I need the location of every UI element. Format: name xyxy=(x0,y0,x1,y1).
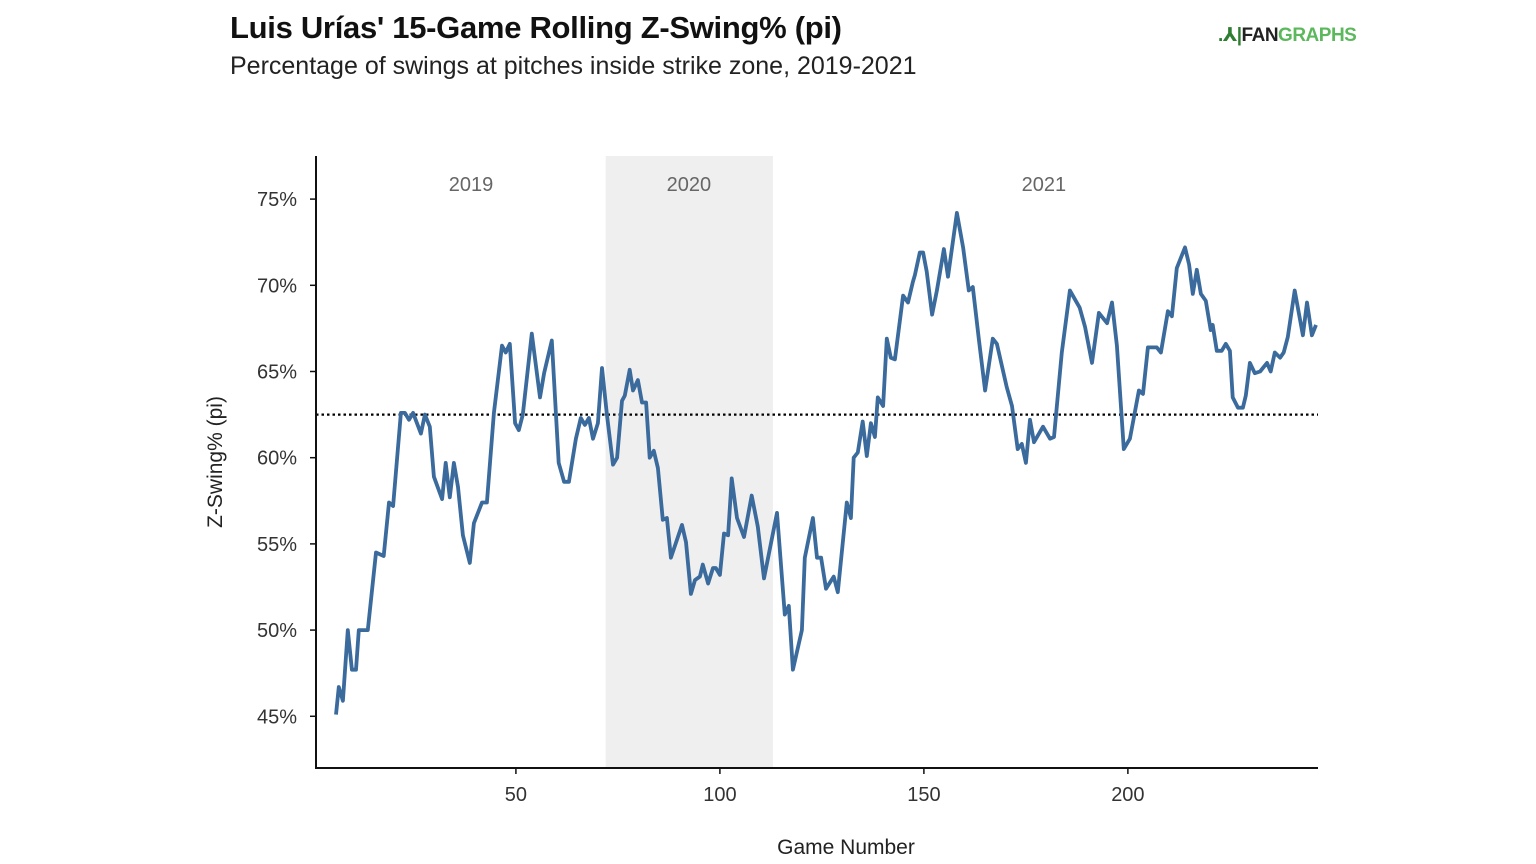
y-tick-label: 75% xyxy=(257,189,297,211)
season-label-2020: 2020 xyxy=(667,174,712,196)
y-axis-label: Z-Swing% (pi) xyxy=(204,396,227,528)
y-tick-label: 60% xyxy=(257,448,297,470)
x-tick-label: 50 xyxy=(505,784,527,806)
x-tick-label: 150 xyxy=(907,784,940,806)
season-band-2020 xyxy=(605,156,773,768)
season-label-2021: 2021 xyxy=(1022,174,1067,196)
x-axis-label: Game Number xyxy=(777,836,915,859)
batter-logo-icon: .⅄| xyxy=(1218,25,1242,46)
season-label-2019: 2019 xyxy=(449,174,494,196)
y-tick-label: 50% xyxy=(257,620,297,642)
y-tick-label: 45% xyxy=(257,706,297,728)
chart-subtitle: Percentage of swings at pitches inside s… xyxy=(230,52,917,80)
y-tick-label: 55% xyxy=(257,534,297,556)
y-tick-label: 65% xyxy=(257,361,297,383)
x-tick-label: 100 xyxy=(703,784,736,806)
chart-title: Luis Urías' 15-Game Rolling Z-Swing% (pi… xyxy=(230,10,842,45)
y-tick-label: 70% xyxy=(257,275,297,297)
fangraphs-logo: .⅄|FANGRAPHS xyxy=(1218,25,1357,46)
x-tick-label: 200 xyxy=(1111,784,1144,806)
series-line xyxy=(334,210,1318,715)
